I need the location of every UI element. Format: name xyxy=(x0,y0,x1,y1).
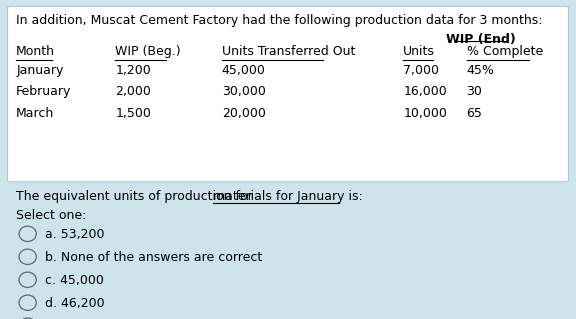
Text: Month: Month xyxy=(16,45,55,58)
Text: Units Transferred Out: Units Transferred Out xyxy=(222,45,355,58)
Text: The equivalent units of production for: The equivalent units of production for xyxy=(16,190,257,203)
Text: materials for January is:: materials for January is: xyxy=(213,190,363,203)
Ellipse shape xyxy=(19,272,36,287)
Text: 1,500: 1,500 xyxy=(115,107,151,120)
Text: WIP (End): WIP (End) xyxy=(446,33,516,47)
Ellipse shape xyxy=(19,318,36,319)
Ellipse shape xyxy=(19,249,36,264)
Text: In addition, Muscat Cement Factory had the following production data for 3 month: In addition, Muscat Cement Factory had t… xyxy=(16,14,543,27)
Text: % Complete: % Complete xyxy=(467,45,543,58)
Ellipse shape xyxy=(19,226,36,241)
Text: 16,000: 16,000 xyxy=(403,85,447,99)
Text: March: March xyxy=(16,107,54,120)
Text: January: January xyxy=(16,64,63,77)
Text: b. None of the answers are correct: b. None of the answers are correct xyxy=(45,251,262,264)
Ellipse shape xyxy=(19,295,36,310)
Text: WIP (Beg.): WIP (Beg.) xyxy=(115,45,181,58)
Text: d. 46,200: d. 46,200 xyxy=(45,297,105,310)
Text: Units: Units xyxy=(403,45,435,58)
Text: 45%: 45% xyxy=(467,64,494,77)
Text: 2,000: 2,000 xyxy=(115,85,151,99)
Text: 45,000: 45,000 xyxy=(222,64,266,77)
Text: 7,000: 7,000 xyxy=(403,64,439,77)
Text: a. 53,200: a. 53,200 xyxy=(45,228,104,241)
Text: 20,000: 20,000 xyxy=(222,107,266,120)
Text: Select one:: Select one: xyxy=(16,209,86,222)
Text: 65: 65 xyxy=(467,107,483,120)
Text: 10,000: 10,000 xyxy=(403,107,447,120)
Text: 30,000: 30,000 xyxy=(222,85,266,99)
FancyBboxPatch shape xyxy=(7,6,569,182)
Text: 30: 30 xyxy=(467,85,483,99)
Text: c. 45,000: c. 45,000 xyxy=(45,274,104,287)
Text: February: February xyxy=(16,85,71,99)
Text: 1,200: 1,200 xyxy=(115,64,151,77)
